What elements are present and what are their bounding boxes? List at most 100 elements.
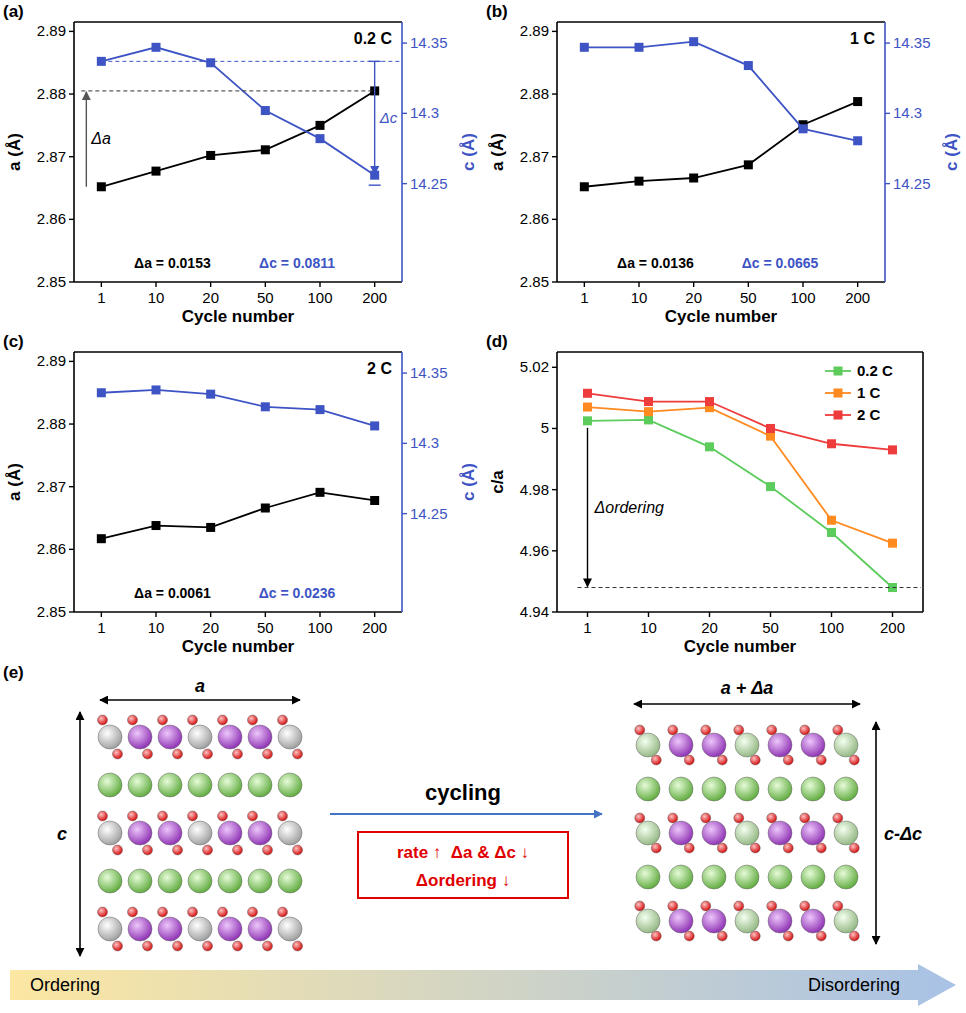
y-tick-label: 2.89 xyxy=(37,22,66,39)
x-tick-label: 200 xyxy=(362,289,387,306)
atom xyxy=(834,865,858,889)
marker xyxy=(705,442,714,451)
atom xyxy=(684,755,694,765)
top-axis xyxy=(557,351,923,353)
atom xyxy=(278,821,302,845)
atom xyxy=(203,941,213,951)
panel: 2.852.862.872.882.8914.2514.314.35c (Å)1… xyxy=(486,2,961,326)
atom xyxy=(158,715,168,725)
box-text: Δordering ↓ xyxy=(416,871,510,890)
y-tick-label: 4.96 xyxy=(520,542,549,559)
atom xyxy=(158,773,182,797)
y-tick-label: 2.89 xyxy=(520,22,549,39)
y-tick-label: 2.85 xyxy=(37,273,66,290)
marker xyxy=(744,160,753,169)
atom xyxy=(702,909,726,933)
delta-c-text: Δc = 0.0811 xyxy=(259,255,335,271)
atom xyxy=(735,777,759,801)
marker xyxy=(152,43,161,52)
cap xyxy=(369,184,381,185)
atom xyxy=(188,917,212,941)
marker xyxy=(97,182,106,191)
atom xyxy=(668,813,678,823)
y-tick xyxy=(69,423,74,424)
atom xyxy=(717,843,727,853)
atom xyxy=(188,821,212,845)
marker xyxy=(766,482,775,491)
y2-tick-label: 14.35 xyxy=(410,34,448,51)
atom xyxy=(767,813,777,823)
atom xyxy=(248,773,272,797)
marker xyxy=(799,124,808,133)
cycling-label: cycling xyxy=(425,780,501,805)
y-tick xyxy=(69,156,74,157)
x-tick xyxy=(210,282,211,287)
x-tick-label: 100 xyxy=(307,289,332,306)
y2-axis-title: c (Å) xyxy=(459,463,478,501)
marker xyxy=(261,504,270,513)
marker xyxy=(888,445,897,454)
x-tick xyxy=(584,282,585,287)
disordering-label: Disordering xyxy=(808,975,900,995)
atom xyxy=(801,777,825,801)
atom xyxy=(113,845,123,855)
y2-tick-label: 14.3 xyxy=(410,434,439,451)
atom xyxy=(98,773,122,797)
atom xyxy=(158,917,182,941)
x-tick xyxy=(101,282,102,287)
atom xyxy=(158,907,168,917)
atom xyxy=(278,907,288,917)
c-label: c xyxy=(57,824,67,844)
atom xyxy=(636,865,660,889)
y2-tick-label: 14.35 xyxy=(893,34,931,51)
y-tick xyxy=(552,219,557,220)
atom xyxy=(233,749,243,759)
y-tick xyxy=(552,93,557,94)
marker xyxy=(206,151,215,160)
x-tick xyxy=(770,612,771,617)
y-tick-label: 2.86 xyxy=(37,210,66,227)
x-tick-label: 100 xyxy=(790,289,815,306)
x-tick-label: 50 xyxy=(740,289,757,306)
y-axis-title: a (Å) xyxy=(488,133,507,171)
atom xyxy=(702,865,726,889)
atom xyxy=(768,909,792,933)
x-tick-label: 1 xyxy=(580,289,588,306)
atom xyxy=(98,917,122,941)
atom xyxy=(834,777,858,801)
marker xyxy=(689,174,698,183)
atom xyxy=(800,901,810,911)
x-tick xyxy=(831,612,832,617)
atom xyxy=(143,941,153,951)
x-tick-label: 10 xyxy=(148,619,165,636)
series-line xyxy=(101,91,374,187)
x-tick-label: 50 xyxy=(762,619,779,636)
atom xyxy=(248,917,272,941)
x-tick-label: 200 xyxy=(845,289,870,306)
atom xyxy=(833,901,843,911)
atom xyxy=(636,777,660,801)
x-tick xyxy=(319,612,320,617)
x-tick-label: 20 xyxy=(685,289,702,306)
y2-tick xyxy=(402,513,407,514)
atom xyxy=(263,845,273,855)
marker xyxy=(97,534,106,543)
atom xyxy=(702,733,726,757)
y2-tick-label: 14.25 xyxy=(410,505,448,522)
atom xyxy=(248,869,272,893)
x-tick xyxy=(857,282,858,287)
x-axis-title: Cycle number xyxy=(684,637,797,656)
atom xyxy=(833,725,843,735)
legend-marker xyxy=(834,389,843,398)
atom xyxy=(158,869,182,893)
atom xyxy=(636,821,660,845)
atom xyxy=(128,811,138,821)
atom xyxy=(834,821,858,845)
atom xyxy=(800,813,810,823)
y-tick-label: 2.88 xyxy=(37,85,66,102)
panel-title: 0.2 C xyxy=(354,30,393,47)
atom xyxy=(248,811,258,821)
right-axis xyxy=(401,352,403,612)
y-tick xyxy=(69,93,74,94)
x-axis-title: Cycle number xyxy=(182,637,295,656)
